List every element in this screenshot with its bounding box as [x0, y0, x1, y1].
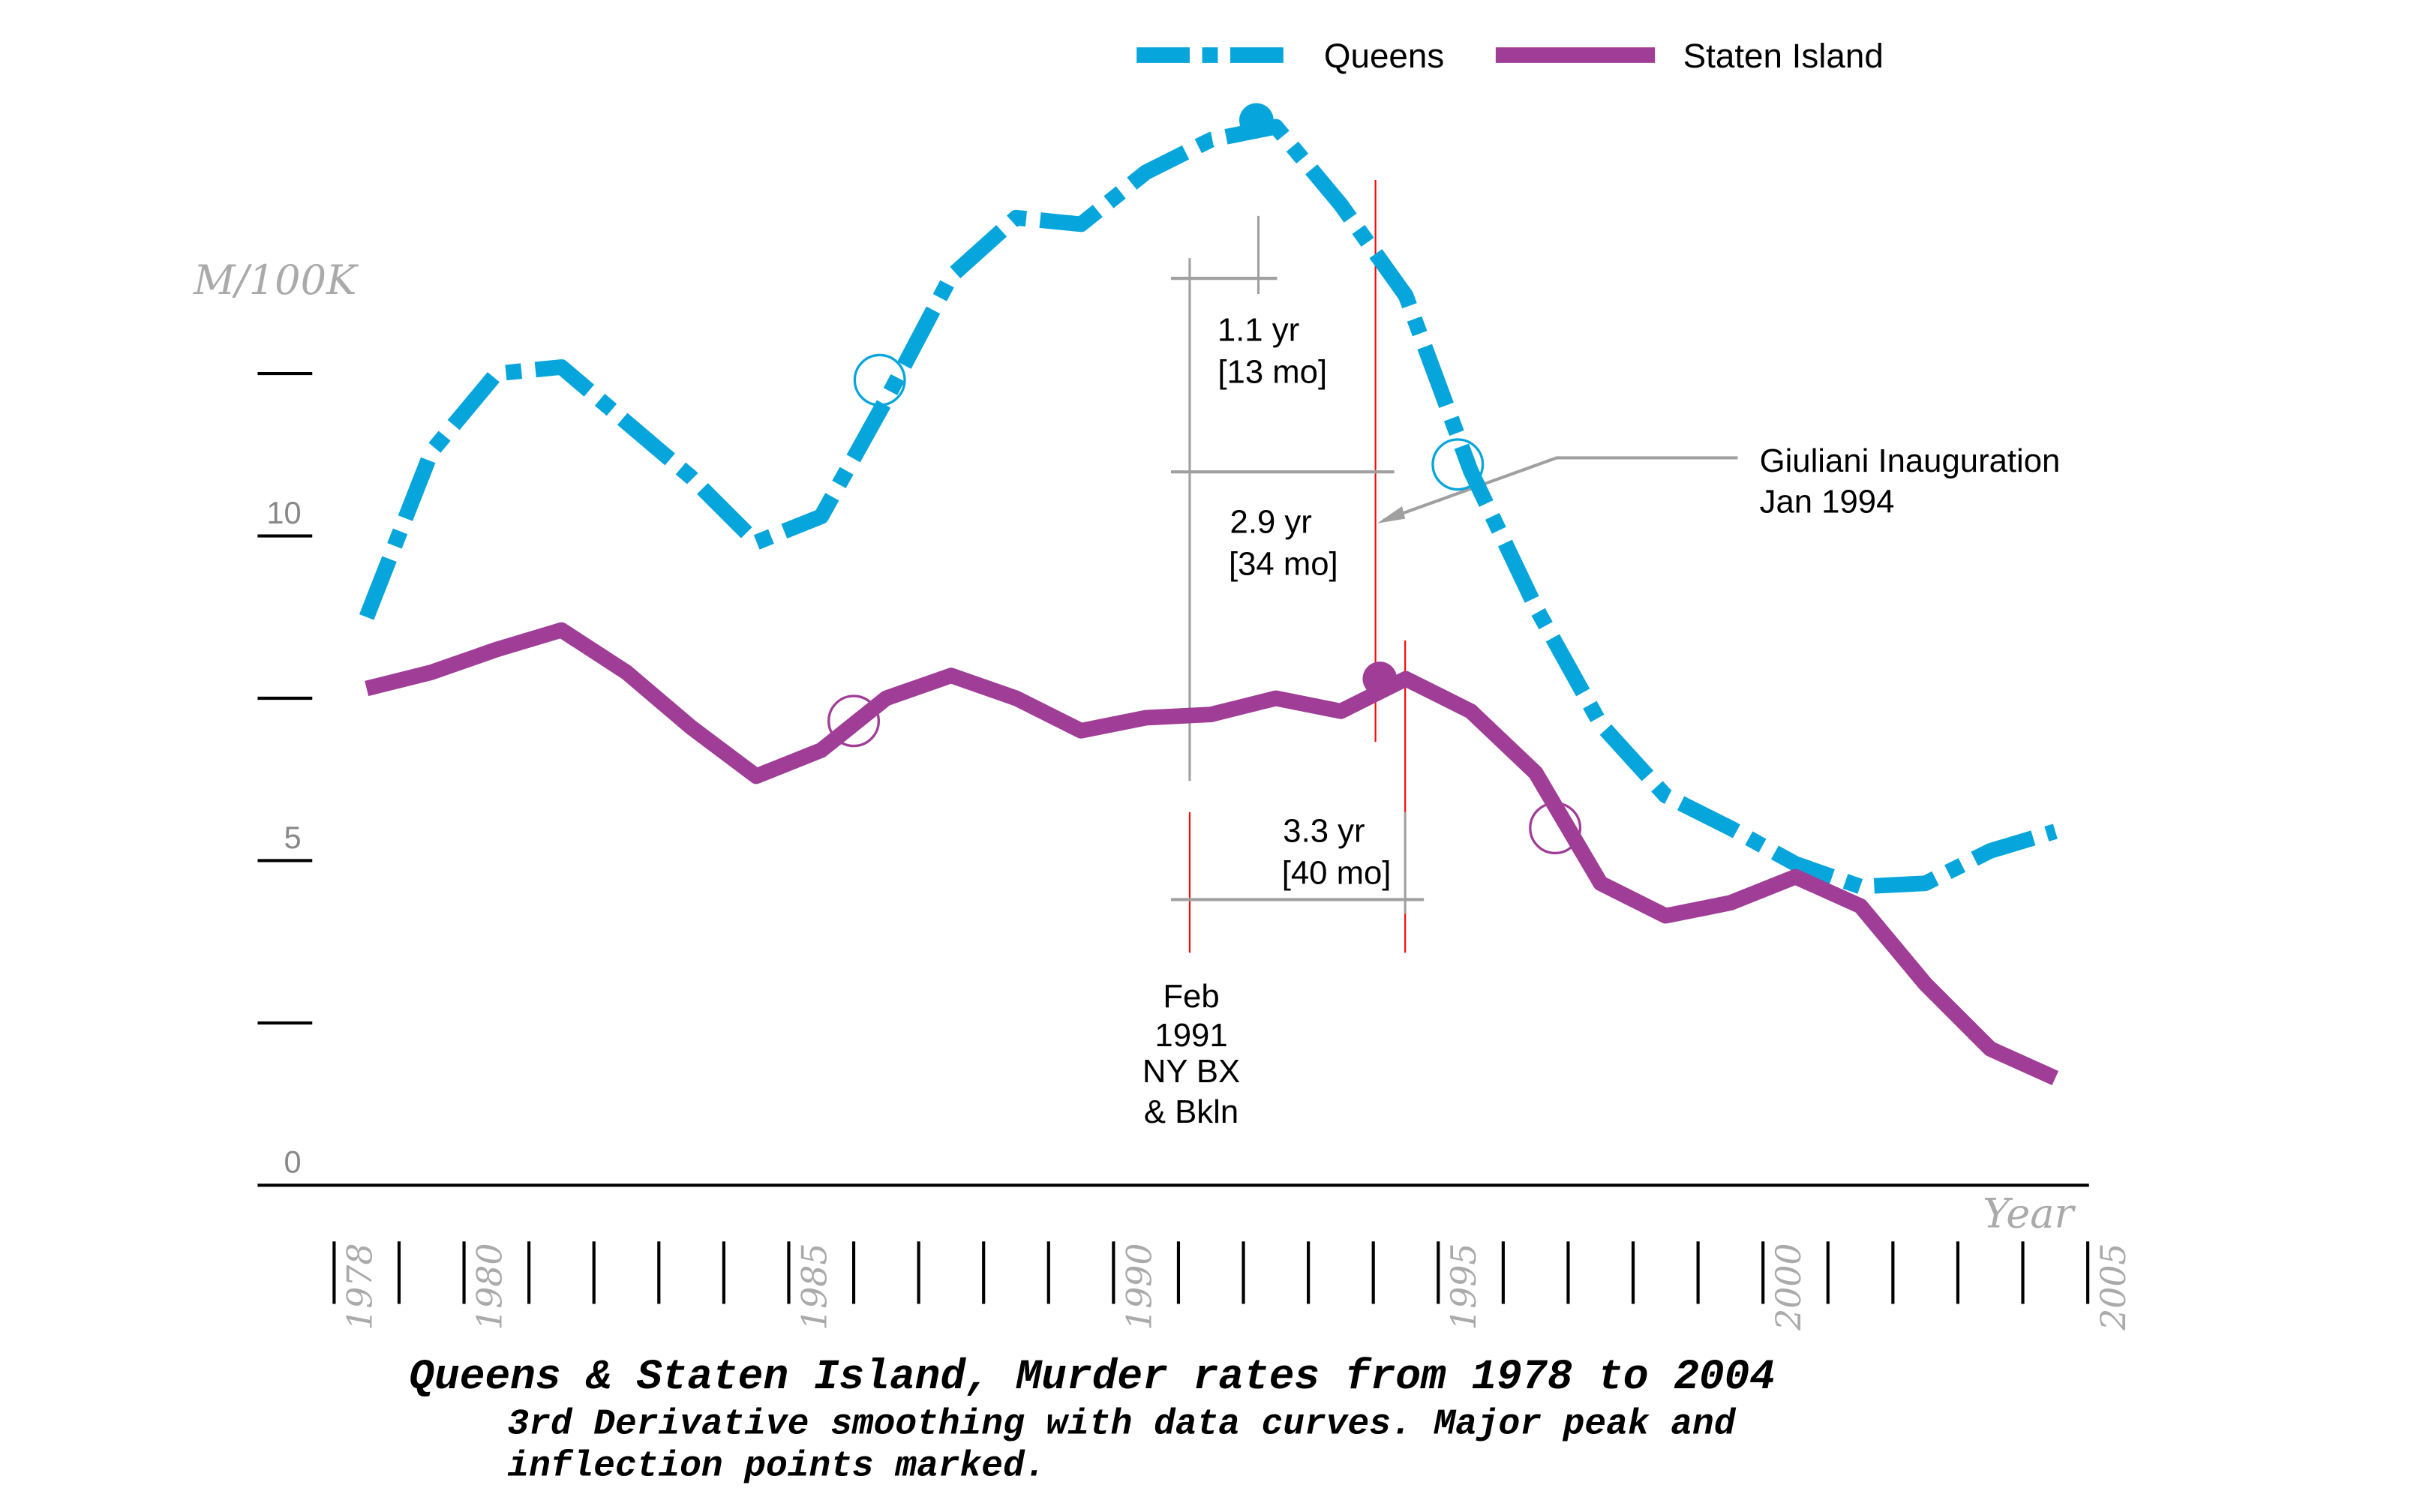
- chart-subtitle-line-1: 3rd Derivative smoothing with data curve…: [507, 1404, 1736, 1444]
- chart-title: Queens & Staten Island, Murder rates fro…: [409, 1353, 1775, 1401]
- inflection-marker: [853, 353, 906, 406]
- series-line-staten-island: [365, 622, 2059, 1085]
- dimension-1-label: 1.1 yr [13 mo]: [1218, 311, 1327, 390]
- x-tick-label: 1990: [1119, 1243, 1159, 1330]
- inflection-marker: [1529, 802, 1582, 855]
- x-tick-label: 1978: [340, 1243, 380, 1330]
- giuliani-leader-line: [1383, 456, 1738, 522]
- y-tick-label: 5: [284, 820, 302, 855]
- x-tick-label: 1985: [794, 1243, 834, 1330]
- annotations: 1.1 yr [13 mo] 2.9 yr [34 mo] 3.3 yr [40 mo…: [1142, 180, 2061, 1130]
- y-tick-label: 0: [284, 1144, 302, 1180]
- series-layer: [359, 103, 2059, 1085]
- dimension-3-label: 3.3 yr [40 mo]: [1282, 812, 1392, 891]
- legend-label-staten-island: Staten Island: [1683, 37, 1884, 75]
- giuliani-arrow-head: [1377, 506, 1406, 524]
- legend-label-queens: Queens: [1324, 37, 1444, 75]
- x-tick-label: 1980: [470, 1243, 510, 1330]
- x-axis: 1978 1980 1985 1990 1995 2000 2005: [332, 1241, 2133, 1331]
- series-line-queens: [359, 118, 2058, 895]
- y-tick-label: 10: [266, 495, 301, 530]
- y-axis: 0 5 10: [257, 372, 313, 1180]
- x-tick-label: 1995: [1444, 1243, 1484, 1330]
- x-tick-label: 2000: [1769, 1243, 1809, 1330]
- legend: Queens Staten Island: [1136, 37, 1884, 75]
- inflection-marker: [1431, 438, 1485, 491]
- dimension-2-label: 2.9 yr [34 mo]: [1229, 503, 1338, 582]
- peak-marker: [1239, 103, 1274, 138]
- chart-subtitle-line-2: inflection points marked.: [507, 1446, 1046, 1486]
- inflection-marker: [827, 694, 881, 748]
- peak-marker: [1362, 662, 1398, 696]
- x-axis-title: Year: [1983, 1190, 2076, 1238]
- y-axis-title: M/100K: [193, 256, 359, 304]
- x-tick-label: 2005: [2094, 1243, 2133, 1330]
- giuliani-label: Giuliani Inauguration Jan 1994: [1760, 442, 2061, 520]
- feb-1991-label: Feb 1991 NY BX & Bkln: [1142, 978, 1240, 1130]
